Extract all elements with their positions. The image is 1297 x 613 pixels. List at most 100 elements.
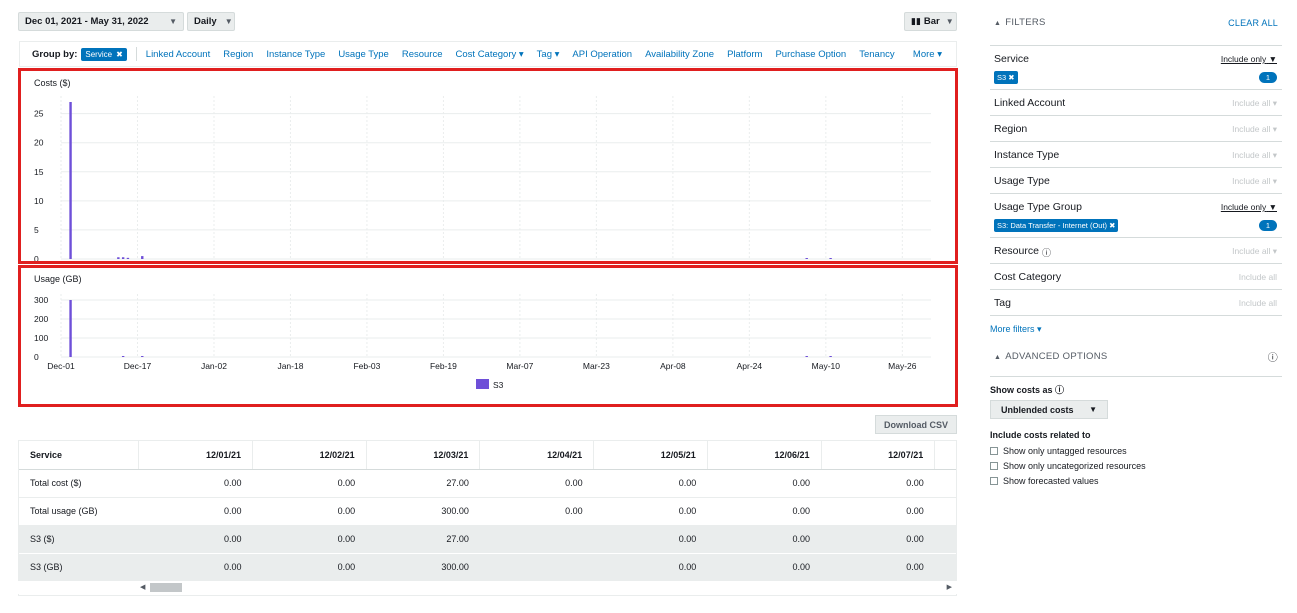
column-header[interactable]: 12/07/21	[821, 441, 936, 470]
bar-s3	[69, 300, 72, 357]
group-by-platform[interactable]: Platform	[727, 48, 763, 60]
date-range-picker[interactable]: Dec 01, 2021 - May 31, 2022 ▼	[18, 12, 184, 31]
filter-tag[interactable]: Tag Include all	[990, 290, 1282, 316]
usage-chart: 0 100 200 300 Dec-01 Dec-17 Jan-02 Jan-18 Feb-03…	[34, 294, 931, 390]
group-by-tag[interactable]: Tag ▾	[536, 48, 560, 60]
filter-mode-dropdown[interactable]: Include all ▾	[1232, 124, 1277, 135]
table-cell	[934, 553, 956, 582]
group-by-tenancy[interactable]: Tenancy	[859, 48, 895, 60]
group-by-api-operation[interactable]: API Operation	[572, 48, 633, 60]
filter-usage-type[interactable]: Usage Type Include all ▾	[990, 168, 1282, 194]
advanced-options-title: ADVANCED OPTIONS	[1005, 351, 1108, 362]
table-cell: 0.00	[821, 469, 935, 498]
table-cell: 0.00	[707, 553, 822, 582]
filter-mode-label: Include all	[1238, 272, 1277, 282]
horizontal-scrollbar[interactable]: ◀ ▶	[18, 580, 957, 594]
info-icon[interactable]: ⓘ	[1042, 248, 1052, 258]
x-tick-label: Dec-01	[47, 361, 75, 371]
filter-mode-dropdown[interactable]: Include all	[1239, 298, 1277, 308]
filter-name: Instance Type	[994, 149, 1060, 161]
column-header[interactable]: 12/02/21	[252, 441, 367, 470]
x-tick-label: Feb-03	[353, 361, 380, 371]
scroll-thumb[interactable]	[150, 583, 182, 592]
bar-s3	[805, 258, 808, 259]
scroll-left-icon[interactable]: ◀	[140, 584, 146, 591]
clear-all-link[interactable]: CLEAR ALL	[1228, 17, 1278, 28]
group-by-cost-category[interactable]: Cost Category ▾	[455, 48, 524, 60]
filter-instance-type[interactable]: Instance Type Include all ▾	[990, 142, 1282, 168]
filter-linked-account[interactable]: Linked Account Include all ▾	[990, 90, 1282, 116]
info-icon[interactable]: ⓘ	[1055, 385, 1065, 395]
table-cell: 0.00	[252, 469, 367, 498]
group-by-purchase-option[interactable]: Purchase Option	[775, 48, 847, 60]
info-icon[interactable]: ⓘ	[1267, 353, 1278, 364]
remove-icon[interactable]: ✖	[116, 49, 123, 59]
column-header[interactable]: 12/03/21	[366, 441, 481, 470]
column-header[interactable]: 12/06/21	[707, 441, 822, 470]
granularity-select[interactable]: Daily ▼	[187, 12, 235, 31]
untagged-option[interactable]: Show only untagged resources	[990, 446, 1282, 456]
x-tick-label: May-26	[888, 361, 917, 371]
forecast-option[interactable]: Show forecasted values	[990, 476, 1282, 486]
table-cell: 0.00	[821, 525, 935, 554]
filter-mode-label: Include all ▾	[1232, 176, 1277, 186]
filter-mode-label: Include all ▾	[1232, 246, 1277, 256]
checkbox[interactable]	[990, 447, 998, 455]
x-tick-label: Jan-18	[277, 361, 303, 371]
group-by-region[interactable]: Region	[223, 48, 254, 60]
chart-style-select[interactable]: ▮▮ Bar ▼	[904, 12, 957, 31]
advanced-options-header[interactable]: ▲ ADVANCED OPTIONS ⓘ	[990, 349, 1282, 377]
group-by-linked-account[interactable]: Linked Account	[145, 48, 211, 60]
filter-value-tag[interactable]: S3: Data Transfer - Internet (Out) ✖	[994, 219, 1119, 232]
column-header[interactable]: Service	[19, 441, 140, 470]
cost-chart: 0 5 10 15 20 25	[34, 96, 931, 261]
checkbox[interactable]	[990, 462, 998, 470]
download-csv-button[interactable]: Download CSV	[875, 415, 957, 434]
group-by-usage-type[interactable]: Usage Type	[338, 48, 389, 60]
checkbox[interactable]	[990, 477, 998, 485]
filter-usage-type-group[interactable]: Usage Type Group Include only ▼ S3: Data T…	[990, 194, 1282, 238]
filter-mode-dropdown[interactable]: Include all	[1239, 272, 1277, 282]
column-header[interactable]: 12/01/21	[138, 441, 253, 470]
row-label: S3 (GB)	[19, 553, 139, 582]
filter-mode-dropdown[interactable]: Include only ▼	[1221, 202, 1277, 212]
row-label: S3 ($)	[19, 525, 139, 554]
filter-mode-label: Include only	[1220, 202, 1267, 212]
group-by-instance-type[interactable]: Instance Type	[266, 48, 326, 60]
filter-mode-dropdown[interactable]: Include all ▾	[1232, 246, 1277, 257]
group-by-availability-zone[interactable]: Availability Zone	[645, 48, 715, 60]
scroll-right-icon[interactable]: ▶	[946, 584, 952, 591]
filter-name: Cost Category	[994, 271, 1062, 283]
bar-s3	[121, 257, 125, 259]
column-header[interactable]: 12/05/21	[593, 441, 708, 470]
more-filters-link[interactable]: More filters ▾	[990, 324, 1042, 334]
filter-mode-dropdown[interactable]: Include all ▾	[1232, 98, 1277, 109]
filter-service[interactable]: Service Include only ▼ S3 ✖ 1	[990, 46, 1282, 90]
group-by-more-dropdown[interactable]: More ▾	[912, 48, 942, 60]
filters-title: FILTERS	[1005, 17, 1046, 28]
x-tick-label: Apr-24	[737, 361, 763, 371]
show-costs-label: Show costs as ⓘ	[990, 383, 1282, 396]
filter-region[interactable]: Region Include all ▾	[990, 116, 1282, 142]
table-header-row: Service 12/01/21 12/02/21 12/03/21 12/04…	[19, 441, 956, 470]
filter-cost-category[interactable]: Cost Category Include all	[990, 264, 1282, 290]
filter-mode-dropdown[interactable]: Include all ▾	[1232, 150, 1277, 161]
table-cell: 0.00	[138, 525, 253, 554]
filter-mode-dropdown[interactable]: Include only ▼	[1221, 54, 1277, 64]
filter-mode-label: Include only	[1220, 54, 1267, 64]
group-by-selected-chip[interactable]: Service ✖	[81, 47, 127, 61]
filter-mode-label: Include all ▾	[1232, 150, 1277, 160]
filters-toggle[interactable]: ▲ FILTERS	[994, 17, 1046, 28]
column-header[interactable]: 12/04/21	[479, 441, 595, 470]
filter-resource[interactable]: Resource Include all ▾ ⓘ	[990, 238, 1282, 264]
uncategorized-option[interactable]: Show only uncategorized resources	[990, 461, 1282, 471]
more-label: More	[912, 48, 935, 60]
filters-panel: ▲ FILTERS CLEAR ALL Service Include only ▼…	[990, 14, 1282, 491]
group-by-resource[interactable]: Resource	[401, 48, 443, 60]
cost-type-select[interactable]: Unblended costs ▼	[990, 400, 1108, 419]
filter-value-tag[interactable]: S3 ✖	[994, 71, 1018, 84]
more-filters-label: More filters	[990, 324, 1035, 334]
legend-label: S3	[493, 380, 504, 390]
filter-mode-dropdown[interactable]: Include all ▾	[1232, 176, 1277, 187]
table-cell: 0.00	[479, 469, 594, 498]
